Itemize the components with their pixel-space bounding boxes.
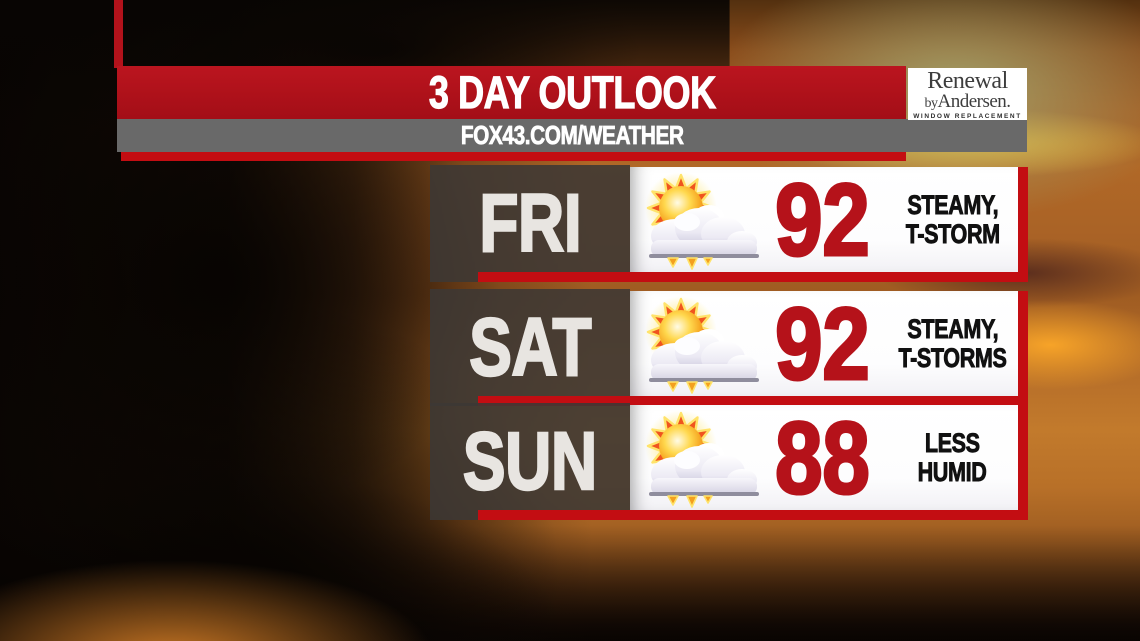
condition-line1: LESS bbox=[925, 427, 981, 458]
condition-text: STEAMY, T-STORMS bbox=[878, 313, 1026, 373]
title-bar bbox=[117, 66, 906, 119]
condition-line2: T-STORMS bbox=[898, 342, 1007, 373]
day-box: FRI bbox=[430, 165, 630, 282]
header-underline bbox=[121, 152, 906, 161]
forecast-panel: 92 STEAMY, T-STORM bbox=[630, 167, 1028, 272]
day-box: SUN bbox=[430, 403, 630, 520]
sun-behind-cloud-icon bbox=[643, 408, 761, 508]
sponsor-name-text: Andersen. bbox=[937, 90, 1011, 112]
high-temperature: 88 bbox=[766, 400, 878, 515]
day-label-text: FRI bbox=[478, 177, 582, 269]
high-temperature: 92 bbox=[766, 286, 878, 401]
row-accent-bar bbox=[478, 396, 1028, 406]
day-label-text: SAT bbox=[468, 301, 592, 393]
forecast-row-sat: SAT 92 STEAMY, T-STORMS bbox=[430, 289, 1028, 406]
condition-text: LESS HUMID bbox=[878, 427, 1026, 487]
row-accent-bar bbox=[478, 510, 1028, 520]
high-temperature-text: 92 bbox=[774, 286, 871, 401]
subtitle-bar bbox=[117, 119, 1027, 152]
condition-line1: STEAMY, bbox=[907, 313, 999, 344]
forecast-panel: 92 STEAMY, T-STORMS bbox=[630, 291, 1028, 396]
condition-line2: HUMID bbox=[918, 456, 988, 487]
day-label-text: SUN bbox=[462, 415, 598, 507]
day-box: SAT bbox=[430, 289, 630, 406]
sun-behind-cloud-icon bbox=[643, 170, 761, 270]
sponsor-brand-line2: byAndersen. bbox=[924, 90, 1011, 112]
corner-accent-stripe bbox=[114, 0, 123, 68]
day-label: FRI bbox=[465, 177, 596, 269]
forecast-row-sun: SUN 88 LESS HUMID bbox=[430, 403, 1028, 520]
weather-url-text: FOX43.COM/WEATHER bbox=[460, 120, 684, 151]
header: 3 DAY OUTLOOK FOX43.COM/WEATHER Renewal … bbox=[117, 66, 1027, 161]
forecast-row-fri: FRI 92 STEAMY, T-STORM bbox=[430, 165, 1028, 282]
high-temperature: 92 bbox=[766, 162, 878, 277]
high-temperature-text: 92 bbox=[774, 162, 871, 277]
sponsor-logo: Renewal byAndersen. WINDOW REPLACEMENT bbox=[908, 68, 1027, 120]
high-temperature-text: 88 bbox=[774, 400, 871, 515]
sponsor-by-text: by bbox=[924, 95, 938, 111]
sponsor-tagline: WINDOW REPLACEMENT bbox=[913, 112, 1022, 120]
forecast-panel: 88 LESS HUMID bbox=[630, 405, 1028, 510]
sponsor-brand-line1: Renewal bbox=[927, 67, 1008, 94]
condition-line1: STEAMY, bbox=[907, 189, 999, 220]
row-accent-bar bbox=[478, 272, 1028, 282]
page-title: 3 DAY OUTLOOK bbox=[117, 66, 1027, 119]
condition-line2: T-STORM bbox=[905, 218, 1000, 249]
day-label: SAT bbox=[452, 301, 608, 393]
weather-url: FOX43.COM/WEATHER bbox=[117, 119, 1027, 152]
sun-behind-cloud-icon bbox=[643, 294, 761, 394]
day-label: SUN bbox=[444, 415, 616, 507]
page-title-text: 3 DAY OUTLOOK bbox=[428, 66, 716, 118]
condition-text: STEAMY, T-STORM bbox=[878, 189, 1026, 249]
